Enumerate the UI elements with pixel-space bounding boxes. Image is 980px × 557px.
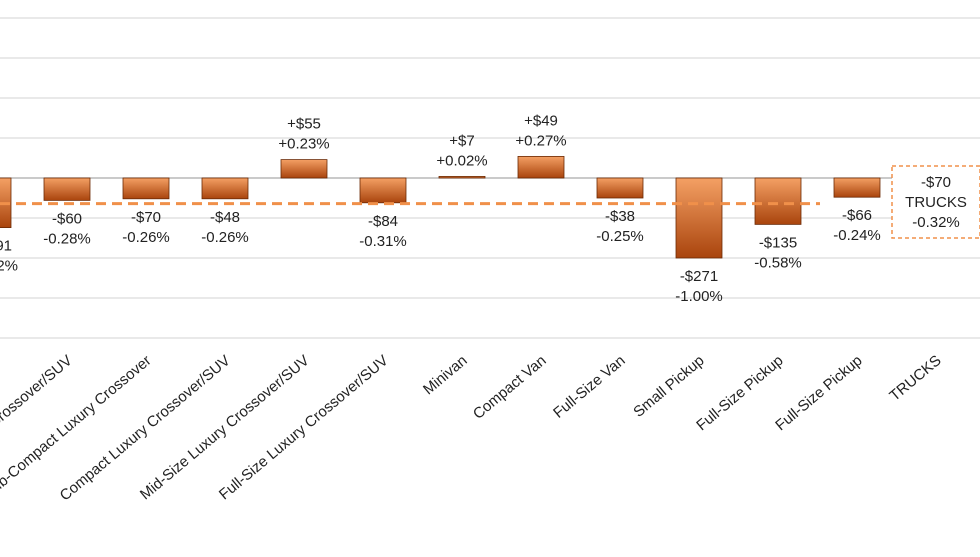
value-label: +0.27% — [515, 132, 566, 149]
x-tick-label: Full-Size Pickup — [772, 352, 865, 434]
x-tick-label: Mid-Size Luxury Crossover/SUV — [137, 352, 313, 503]
dollar-label: -$38 — [605, 208, 635, 225]
dollar-label: -$66 — [842, 207, 872, 224]
bar — [596, 177, 644, 199]
value-label: -0.28% — [43, 230, 91, 247]
bar — [201, 177, 249, 200]
bar — [675, 177, 723, 259]
bar — [438, 175, 486, 179]
dollar-label: +$55 — [287, 116, 321, 133]
reference-dollar: -$70 — [921, 174, 951, 191]
x-tick-label: Full-Size Luxury Crossover/SUV — [216, 352, 392, 503]
reference-box — [891, 165, 980, 239]
bar — [754, 177, 802, 225]
value-label: -0.24% — [833, 227, 881, 244]
value-label: -0.26% — [201, 229, 249, 246]
dollar-label: -$60 — [52, 210, 82, 227]
x-tick-label: Minivan — [420, 352, 471, 398]
value-label: +0.23% — [278, 136, 329, 153]
x-tick-label: TRUCKS — [886, 352, 944, 405]
dollar-label: 91 — [0, 238, 12, 255]
reference-name: TRUCKS — [905, 194, 967, 211]
value-label: -1.00% — [675, 288, 723, 305]
value-label: -0.26% — [122, 229, 170, 246]
x-tick-label: Compact Luxury Crossover/SUV — [57, 352, 234, 504]
value-label: +0.02% — [436, 152, 487, 169]
bar — [122, 177, 170, 200]
dollar-label: +$49 — [524, 112, 558, 129]
dollar-label: -$271 — [680, 268, 718, 285]
bar — [43, 177, 91, 201]
x-tick-label: Full-Size Van — [550, 352, 628, 422]
reference-value: -0.32% — [912, 214, 960, 231]
bar — [833, 177, 881, 198]
dollar-label: -$84 — [368, 213, 398, 230]
bar — [280, 159, 328, 179]
value-label: -0.25% — [596, 228, 644, 245]
dollar-label: +$7 — [449, 132, 474, 149]
value-label: -0.58% — [754, 254, 802, 271]
bar — [359, 177, 407, 204]
dollar-label: -$135 — [759, 234, 797, 251]
x-tick-label: Compact Van — [470, 352, 550, 423]
value-label: -0.31% — [359, 233, 407, 250]
dollar-label: -$48 — [210, 209, 240, 226]
value-label: 2% — [0, 258, 18, 275]
bar — [517, 155, 565, 179]
x-tick-label: Small Pickup — [630, 352, 707, 421]
dollar-label: -$70 — [131, 209, 161, 226]
